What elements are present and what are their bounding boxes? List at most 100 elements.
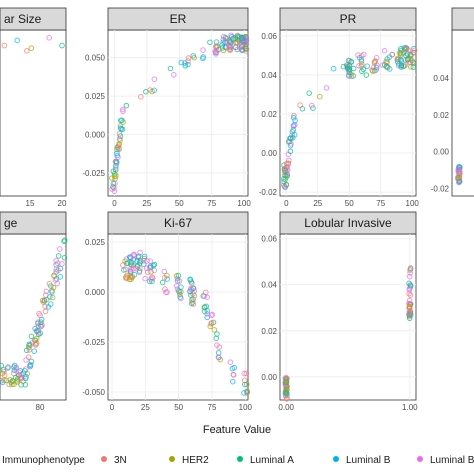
tumour-size-point [28, 45, 35, 52]
ki67-point [128, 265, 134, 272]
ki67-point [120, 262, 126, 268]
er-point [118, 126, 125, 132]
pr-point [411, 47, 418, 54]
pr-point [290, 114, 297, 121]
pr-xtick-label: 100 [406, 199, 420, 208]
ki67-point [187, 288, 193, 295]
pr-xtick-label: 50 [345, 199, 354, 208]
panel-age-strip [0, 211, 67, 235]
er-point [109, 186, 115, 192]
right-partial-ytick-label: 0.04 [433, 74, 449, 83]
panel-age-background [0, 233, 67, 401]
legend-key-2 [237, 456, 243, 462]
ki67-point [244, 381, 250, 388]
er-point [223, 38, 230, 44]
ki67-point [241, 370, 248, 377]
right-partial-point [455, 169, 462, 175]
legend-items: 3N HER2 Luminal A Luminal B Luminal B H [101, 455, 474, 466]
ki67-point [177, 291, 183, 298]
panel-age-points [0, 237, 68, 388]
ki67-point [130, 265, 137, 272]
er-point [230, 35, 237, 41]
pr-point [404, 56, 411, 63]
age-point [56, 246, 63, 252]
er-ytick-label: 0.050 [85, 54, 106, 63]
pr-point [323, 85, 330, 91]
ki67-point [163, 289, 169, 296]
panel-pr-title: PR [340, 12, 357, 26]
er-ytick-label: 0.025 [85, 92, 106, 101]
er-point [213, 43, 220, 49]
er-point [182, 60, 188, 66]
age-point [55, 267, 61, 274]
ki67-point [209, 311, 216, 318]
pr-point [407, 52, 414, 58]
panel-tumour-size-background [0, 29, 67, 197]
panel-tumour-size-title: ar Size [4, 12, 42, 26]
age-point [35, 329, 42, 336]
panel-right-partial-strip [451, 7, 474, 31]
ki67-point [211, 327, 218, 333]
pr-point [280, 182, 287, 189]
age-point [33, 340, 40, 346]
er-point [227, 41, 234, 47]
tumour-size-point [46, 35, 53, 41]
right-partial-point [456, 176, 463, 182]
lobular-xtick-label: 1.00 [402, 403, 418, 412]
panel-pr-background [279, 29, 417, 197]
er-ytick-label: -0.025 [82, 169, 105, 178]
ki67-xtick-label: 25 [141, 403, 150, 412]
legend-key-4 [417, 456, 423, 462]
ki67-point [137, 265, 143, 272]
er-point [207, 39, 213, 46]
pr-point [359, 61, 365, 68]
er-point [113, 160, 120, 166]
panel-age: ge 80 [0, 211, 68, 412]
age-point [57, 274, 64, 280]
age-point [53, 257, 59, 264]
age-point [28, 358, 35, 365]
pr-point [397, 51, 404, 57]
ki67-point [147, 263, 154, 269]
lobular-point [406, 290, 412, 297]
pr-point [361, 51, 367, 58]
ki67-point [244, 389, 251, 395]
er-point [117, 123, 124, 129]
lobular-ytick-label: 0.04 [261, 281, 277, 290]
pr-xtick-label: 0 [284, 199, 289, 208]
lobular-point [407, 292, 414, 298]
right-partial-ytick-label: 0.02 [433, 111, 449, 120]
legend-key-3 [333, 456, 339, 462]
pr-point [350, 65, 357, 72]
ki67-point [162, 286, 168, 292]
pr-xtick-label: 25 [313, 199, 322, 208]
panel-lobular-background [279, 233, 417, 401]
age-point [51, 272, 57, 279]
er-point [170, 71, 177, 78]
ki67-point [174, 278, 181, 284]
age-point [39, 297, 46, 304]
ki67-point [229, 378, 236, 385]
ki67-point [230, 372, 237, 378]
lobular-point [282, 389, 289, 395]
pr-point [373, 64, 380, 71]
age-point [12, 365, 19, 372]
er-point [167, 65, 174, 72]
age-point [43, 288, 50, 295]
er-point [185, 55, 192, 61]
pr-point [348, 58, 355, 65]
panel-er: ER 0 25 50 75 100 -0.025 0.000 0.025 0.050 [82, 7, 251, 208]
lobular-point [283, 396, 290, 402]
pr-point [401, 63, 408, 69]
ki67-point [214, 331, 220, 337]
er-point [116, 141, 123, 147]
ki67-ytick-label: 0.000 [85, 288, 106, 297]
lobular-point [283, 390, 290, 396]
age-point [17, 374, 24, 381]
er-point [242, 44, 249, 50]
age-point [22, 382, 29, 388]
ki67-ytick-label: -0.050 [82, 388, 105, 397]
panel-lobular-title: Lobular Invasive [304, 216, 392, 230]
lobular-xtick-label: 0.00 [278, 403, 294, 412]
age-point [59, 261, 65, 267]
